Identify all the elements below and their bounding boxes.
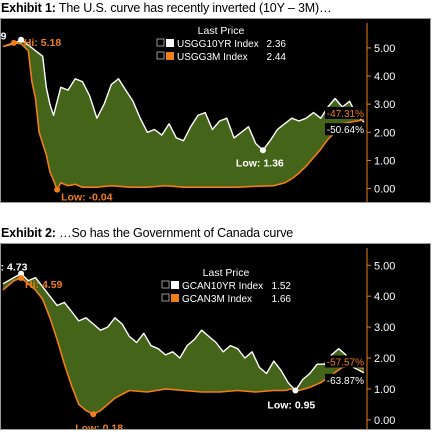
y-tick-label: 2.00 — [374, 353, 395, 365]
annotation-label: Hi: 5.29 — [1, 31, 7, 43]
legend-title: Last Price — [198, 25, 245, 37]
y-tick-label: 1.00 — [374, 384, 395, 396]
annotation-label: Low: 1.36 — [236, 157, 284, 169]
legend-series-value: 2.44 — [267, 52, 287, 63]
exhibit-1-number: Exhibit 1: — [1, 1, 56, 15]
legend-series-value: 1.52 — [272, 281, 292, 292]
legend-bg — [153, 23, 290, 67]
y-tick-label: 2.00 — [374, 127, 395, 139]
last-value-label-bg — [325, 373, 366, 386]
legend-series-value: 1.66 — [272, 294, 292, 305]
exhibit-2-title: Exhibit 2: …So has the Government of Can… — [1, 226, 293, 240]
exhibit-2-number: Exhibit 2: — [1, 226, 56, 240]
legend-title: Last Price — [203, 267, 250, 279]
series-line-gcan3m-index — [2, 277, 365, 416]
legend-bg — [158, 265, 295, 309]
legend-series-name: GCAN10YR Index — [182, 281, 263, 292]
annotation-label: Hi: 4.73 — [1, 262, 28, 274]
us-yield-chart: 0.00 1.00 2.00 3.00 4.00 5.00 -47.31% -50.64% Hi… — [0, 18, 431, 203]
spread-area — [3, 39, 364, 190]
exhibit-2-caption: …So has the Government of Canada curve — [59, 226, 294, 240]
last-value-label-bg — [325, 355, 366, 368]
y-tick-label: 5.00 — [374, 43, 395, 55]
legend-checkbox — [156, 38, 165, 47]
last-value-label: -63.87% — [327, 376, 364, 387]
series-line-usgg10yr-index — [2, 39, 365, 152]
legend-swatch — [171, 281, 179, 289]
y-tick-label: 4.00 — [374, 71, 395, 83]
annotation-label: Low: -0.04 — [61, 192, 113, 202]
last-value-label: -50.64% — [327, 125, 364, 136]
annotation-marker — [18, 36, 25, 43]
canada-yield-chart-svg: 0.00 1.00 2.00 3.00 4.00 5.00 -57.57% -63.87% Hi… — [1, 248, 395, 429]
series-line-usgg3m-index — [2, 41, 365, 191]
y-tick-label: 3.00 — [374, 322, 395, 334]
last-value-label: -57.57% — [327, 358, 364, 369]
exhibit-1-caption: The U.S. curve has recently inverted (10… — [58, 1, 332, 15]
y-tick-label: 5.00 — [374, 260, 395, 272]
last-value-label-bg — [325, 123, 366, 136]
annotation-marker — [18, 274, 25, 281]
legend-swatch — [171, 294, 179, 302]
annotation-marker — [18, 270, 25, 277]
last-value-label: -47.31% — [327, 109, 364, 120]
annotation-marker — [90, 411, 97, 418]
annotation-label: Low: 0.95 — [267, 399, 315, 411]
us-yield-chart-svg: 0.00 1.00 2.00 3.00 4.00 5.00 -47.31% -50.64% Hi… — [1, 23, 395, 202]
annotation-marker — [259, 147, 266, 154]
legend-series-name: USGG10YR Index — [177, 39, 259, 50]
annotation-label: Hi: 4.59 — [25, 279, 63, 291]
legend-swatch — [166, 39, 174, 47]
series-line-gcan10yr-index — [2, 272, 365, 392]
last-value-label-bg — [325, 106, 366, 119]
legend-checkbox — [156, 51, 165, 60]
spread-area — [3, 273, 364, 415]
legend-series-name: USGG3M Index — [177, 52, 248, 63]
legend-checkbox — [161, 293, 170, 302]
annotation-marker — [54, 186, 61, 193]
y-tick-label: 4.00 — [374, 291, 395, 303]
exhibit-1-title: Exhibit 1: The U.S. curve has recently i… — [1, 1, 332, 15]
y-tick-label: 0.00 — [374, 415, 395, 427]
legend-series-name: GCAN3M Index — [182, 294, 252, 305]
chart-legend: Last Price GCAN10YR Index 1.52 GCAN3M Index… — [158, 265, 295, 309]
annotation-label: Hi: 5.18 — [24, 37, 62, 49]
y-tick-label: 1.00 — [374, 155, 395, 167]
canada-yield-chart: 0.00 1.00 2.00 3.00 4.00 5.00 -57.57% -63.87% Hi… — [0, 243, 431, 430]
y-tick-label: 3.00 — [374, 99, 395, 111]
legend-series-value: 2.36 — [267, 39, 287, 50]
annotation-marker — [292, 387, 299, 394]
legend-checkbox — [161, 280, 170, 289]
annotation-marker — [10, 39, 17, 46]
annotation-label: Low: 0.18 — [75, 422, 123, 429]
chart-legend: Last Price USGG10YR Index 2.36 USGG3M Index… — [153, 23, 290, 67]
y-tick-label: 0.00 — [374, 184, 395, 196]
legend-swatch — [166, 52, 174, 60]
